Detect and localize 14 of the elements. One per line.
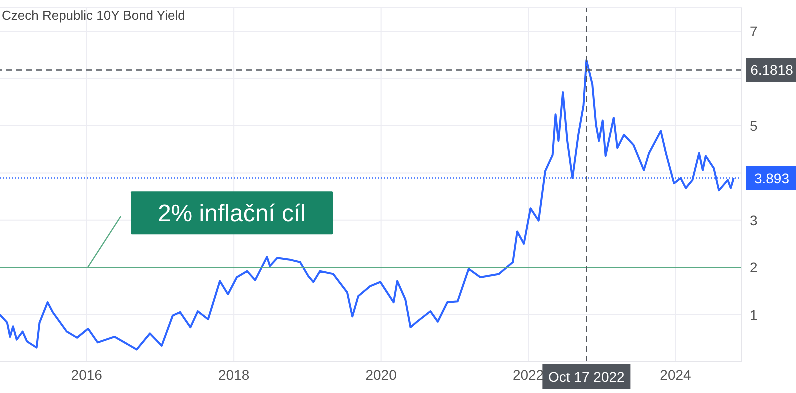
y-tick-label: 5 — [750, 118, 758, 134]
ref-line-label: 2% inflační cíl — [158, 200, 306, 228]
x-tick-label: 2024 — [660, 366, 692, 383]
y-tick-label: 1 — [750, 306, 758, 323]
x-tick-label: 2020 — [366, 366, 398, 383]
chart-title: Czech Republic 10Y Bond Yield — [2, 8, 186, 23]
y-tick-label: 7 — [750, 24, 758, 40]
y-tick-label: 2 — [750, 260, 758, 276]
ref-line-label: 3.893 — [754, 170, 790, 186]
x-tick-label: 2016 — [71, 366, 103, 383]
ref-line-label: Oct 17 2022 — [548, 369, 626, 385]
y-tick-label: 3 — [750, 212, 758, 228]
x-tick-label: 2018 — [218, 366, 250, 383]
ref-line-label: 6.1818 — [750, 62, 794, 78]
